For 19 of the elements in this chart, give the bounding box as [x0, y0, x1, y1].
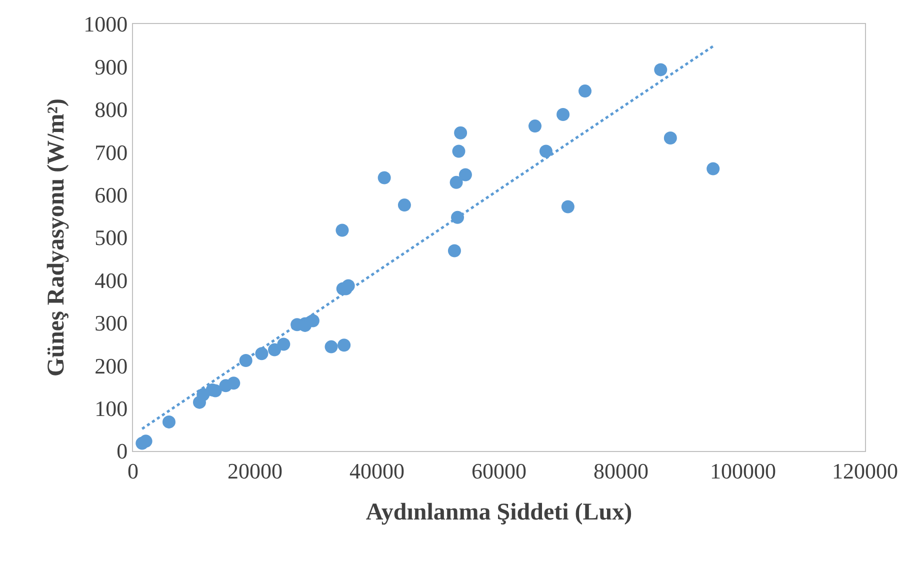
y-tick-label: 1000	[84, 12, 128, 37]
y-tick-label: 800	[94, 97, 128, 122]
x-tick-label: 20000	[228, 458, 282, 484]
y-tick-label: 700	[94, 140, 128, 165]
y-tick-label: 600	[94, 182, 128, 208]
y-tick-label: 200	[94, 353, 128, 378]
y-tick-label: 900	[94, 54, 128, 80]
x-tick-label: 120000	[832, 458, 898, 484]
x-tick-label: 80000	[594, 458, 648, 484]
y-tick-label: 500	[94, 225, 128, 250]
x-tick-label: 60000	[472, 458, 526, 484]
y-axis-title: Güneş Radyasyonu (W/m²)	[44, 98, 70, 376]
y-tick-label: 100	[94, 396, 128, 421]
x-tick-label: 100000	[710, 458, 776, 484]
y-tick-label: 0	[116, 438, 128, 464]
y-tick-label: 400	[94, 268, 128, 293]
x-axis-title: Aydınlanma Şiddeti (Lux)	[366, 500, 632, 526]
x-tick-label: 40000	[350, 458, 404, 484]
y-tick-label: 300	[94, 310, 128, 336]
